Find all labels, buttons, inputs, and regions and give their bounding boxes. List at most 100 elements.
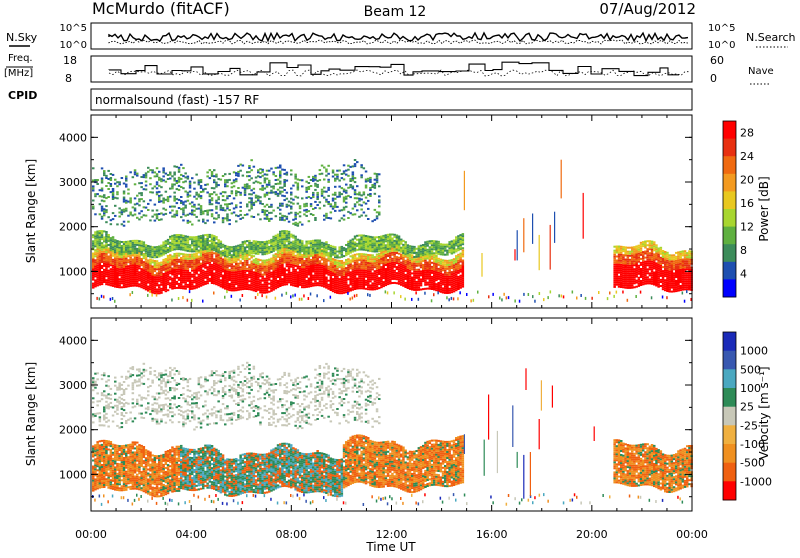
range-cell: [343, 201, 346, 203]
range-cell: [118, 278, 121, 280]
range-cell: [270, 218, 273, 220]
range-cell: [129, 214, 132, 216]
near-range-cell: [257, 293, 259, 296]
range-cell: [158, 213, 161, 215]
range-cell: [239, 280, 242, 282]
range-cell: [308, 284, 311, 286]
range-cell: [244, 258, 247, 260]
range-cell: [283, 232, 286, 234]
range-cell: [345, 206, 348, 208]
range-cell: [385, 274, 388, 276]
range-cell: [356, 286, 359, 288]
range-cell: [382, 265, 385, 267]
range-cell: [92, 261, 95, 263]
range-cell: [382, 261, 385, 263]
range-cell: [259, 247, 262, 249]
range-cell: [99, 203, 102, 205]
range-cell: [255, 177, 257, 179]
range-cell: [336, 196, 339, 198]
range-cell: [374, 288, 377, 290]
range-cell: [215, 267, 218, 269]
range-cell: [198, 196, 201, 198]
range-cell: [132, 281, 135, 283]
range-cell: [334, 271, 337, 273]
range-cell: [323, 270, 326, 272]
range-cell: [272, 275, 275, 277]
range-cell: [169, 172, 172, 174]
range-cell: [180, 202, 183, 204]
range-cell: [261, 276, 264, 278]
range-cell: [154, 288, 157, 290]
range-cell: [162, 167, 165, 169]
range-cell: [176, 182, 179, 184]
range-cell: [154, 260, 157, 262]
range-cell: [187, 268, 190, 270]
range-cell: [132, 263, 135, 265]
range-cell: [444, 282, 447, 284]
range-cell: [325, 201, 328, 203]
range-cell: [387, 281, 390, 283]
range-cell: [242, 247, 245, 249]
range-cell: [187, 238, 190, 240]
range-cell: [246, 240, 249, 242]
range-cell: [176, 275, 179, 277]
range-cell: [341, 217, 344, 219]
range-cell: [448, 278, 451, 280]
range-cell: [228, 265, 231, 267]
range-cell: [343, 207, 346, 209]
range-cell: [286, 255, 289, 257]
range-cell: [374, 209, 377, 211]
range-cell: [129, 248, 132, 250]
range-cell: [237, 275, 240, 277]
range-cell: [437, 270, 440, 272]
range-cell: [116, 272, 119, 274]
range-cell: [420, 258, 423, 260]
range-cell: [283, 284, 286, 286]
range-cell: [187, 246, 190, 248]
range-cell: [211, 199, 214, 201]
range-cell: [446, 274, 449, 276]
range-cell: [147, 288, 150, 290]
range-cell: [431, 276, 434, 278]
range-cell: [316, 192, 319, 194]
range-cell: [178, 181, 181, 183]
range-cell: [129, 277, 132, 279]
range-cell: [180, 277, 183, 279]
range-cell: [407, 244, 410, 246]
range-cell: [224, 270, 227, 272]
range-cell: [189, 276, 192, 278]
range-cell: [272, 244, 275, 246]
range-cell: [440, 251, 443, 253]
range-cell: [257, 265, 260, 267]
range-cell: [367, 266, 370, 268]
range-cell: [336, 251, 339, 253]
range-cell: [367, 282, 370, 284]
range-cell: [323, 167, 326, 169]
range-cell: [112, 246, 115, 248]
range-cell: [299, 254, 302, 256]
range-cell: [391, 244, 394, 246]
range-cell: [400, 274, 403, 276]
range-cell: [255, 264, 257, 266]
range-cell: [281, 242, 284, 244]
range-cell: [158, 197, 161, 199]
range-cell: [281, 260, 284, 262]
range-cell: [281, 215, 284, 217]
range-cell: [244, 260, 247, 262]
range-cell: [239, 164, 242, 166]
range-cell: [222, 244, 225, 246]
range-cell: [187, 240, 190, 242]
range-cell: [184, 180, 187, 182]
range-cell: [242, 282, 245, 284]
range-cell: [114, 253, 117, 255]
range-cell: [308, 240, 311, 242]
range-cell: [358, 216, 361, 218]
range-cell: [360, 275, 363, 277]
range-cell: [244, 243, 247, 245]
range-cell: [239, 288, 242, 290]
range-cell: [253, 289, 256, 291]
range-cell: [272, 210, 275, 212]
range-cell: [140, 264, 143, 266]
range-cell: [354, 278, 357, 280]
range-cell: [431, 246, 434, 248]
